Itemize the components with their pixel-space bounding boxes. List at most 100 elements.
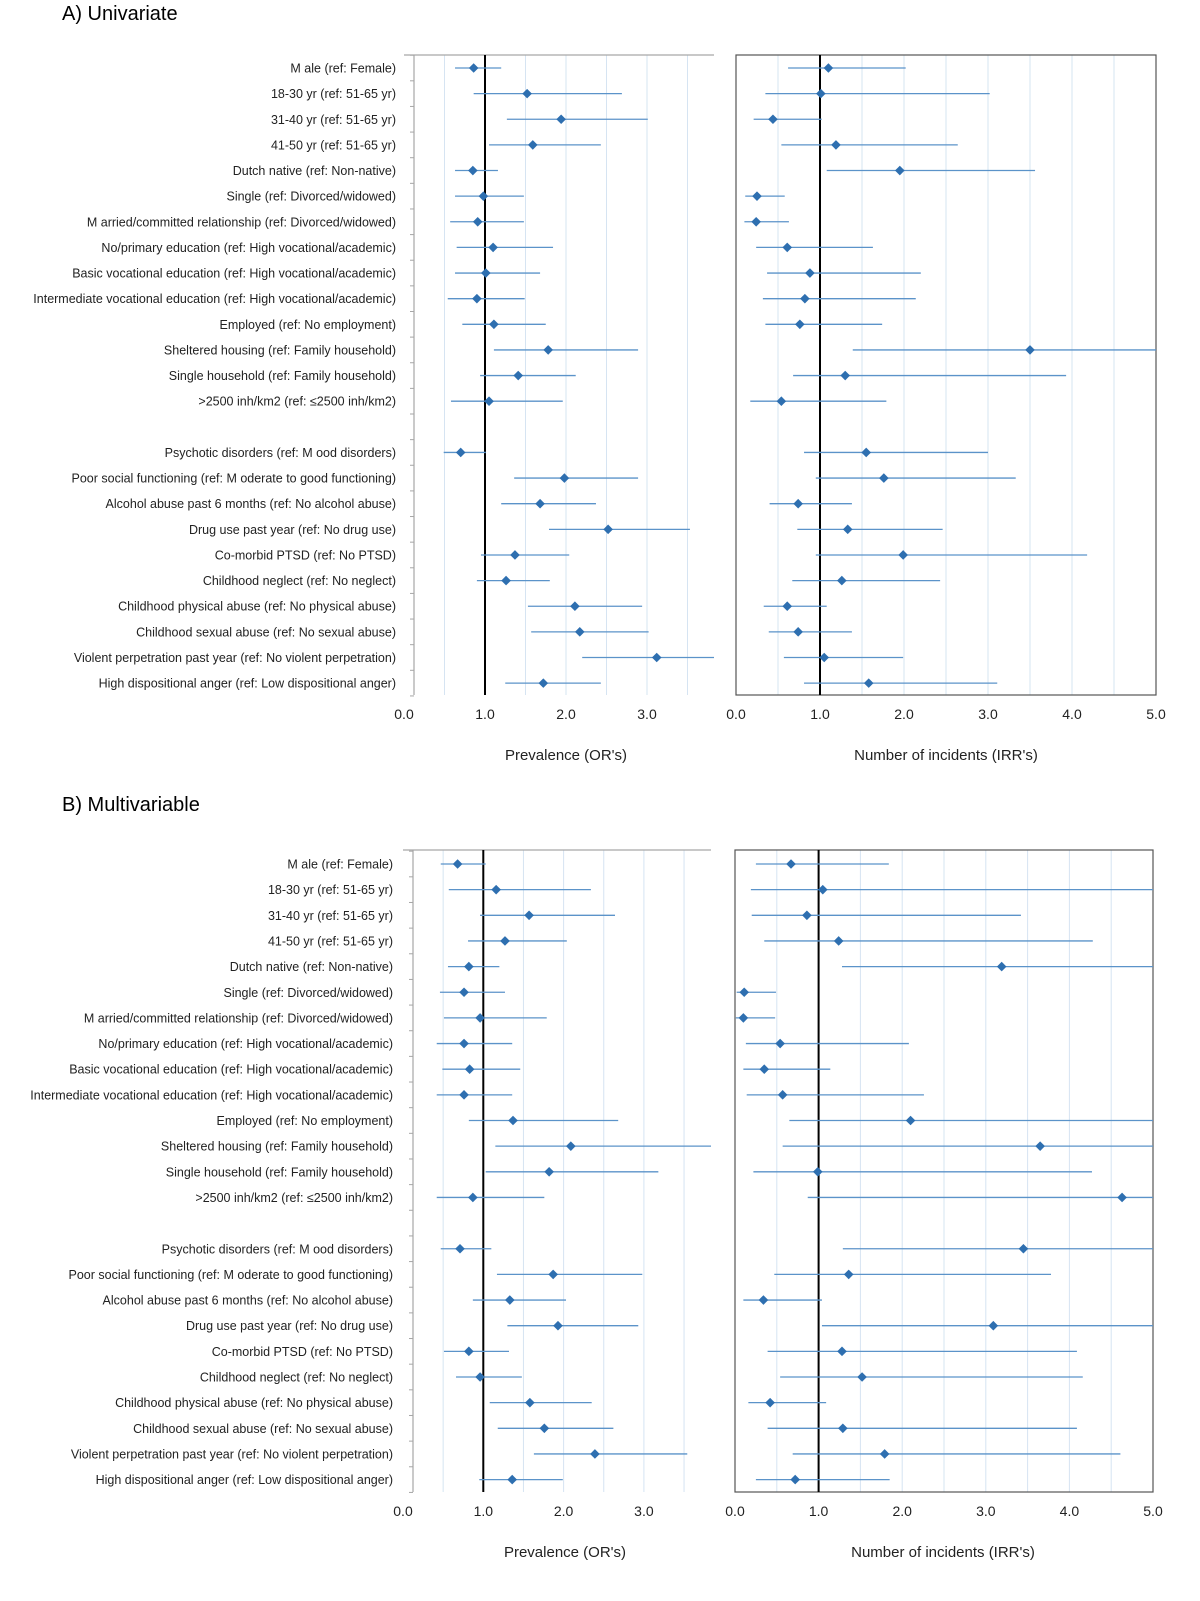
category-label: Basic vocational education (ref: High vo… (72, 267, 396, 281)
panel-multivariable: B) Multivariable M ale (ref: Female) 18-30… (30, 794, 1163, 1561)
panel-title: A) Univariate (62, 3, 178, 25)
estimate-marker (538, 678, 549, 688)
estimate-marker (455, 447, 466, 458)
estimate-marker (513, 370, 524, 381)
category-label: 18-30 yr (ref: 51-65 yr) (271, 87, 396, 101)
estimate-marker (500, 936, 510, 946)
estimate-marker (905, 1115, 916, 1126)
estimate-marker (812, 1167, 823, 1177)
estimate-marker (553, 1320, 563, 1331)
x-tick-label: 5.0 (1146, 706, 1166, 722)
estimate-marker (527, 140, 538, 150)
estimate-marker (603, 524, 613, 535)
estimate-marker (775, 1038, 785, 1049)
estimate-marker (475, 1372, 485, 1382)
estimate-marker (464, 961, 474, 972)
estimate-marker (459, 1090, 469, 1100)
x-tick-label: 5.0 (1143, 1503, 1163, 1519)
estimate-marker (777, 1090, 788, 1100)
estimate-marker (489, 319, 499, 330)
estimate-marker (898, 550, 908, 560)
estimate-marker (539, 1423, 550, 1434)
category-label: High dispositional anger (ref: Low dispo… (99, 677, 396, 691)
estimate-marker (548, 1269, 558, 1280)
category-label: 18-30 yr (ref: 51-65 yr) (268, 883, 393, 897)
estimate-marker (861, 447, 871, 458)
estimate-marker (816, 88, 826, 99)
estimate-marker (823, 63, 834, 73)
estimate-marker (455, 1243, 465, 1254)
estimate-marker (570, 601, 580, 612)
x-tick-label: 0.0 (393, 1503, 413, 1519)
estimate-marker (468, 63, 479, 73)
estimate-marker (738, 1013, 749, 1023)
estimate-marker (468, 1192, 478, 1203)
estimate-marker (795, 319, 805, 330)
category-label: M ale (ref: Female) (290, 62, 396, 76)
estimate-marker (758, 1295, 769, 1305)
incidents-irr-plot: 0.0 1.0 2.0 3.0 4.0 5.0 Number of incidents (I… (726, 54, 1166, 764)
x-axis-title: Prevalence (OR's) (504, 1544, 626, 1561)
category-label: No/primary education (ref: High vocation… (101, 241, 396, 255)
estimate-marker (879, 473, 889, 483)
estimate-marker (459, 987, 469, 998)
category-label: M arried/committed relationship (ref: Di… (84, 1011, 393, 1025)
estimate-marker (800, 293, 810, 304)
category-label: Single (ref: Divorced/widowed) (226, 190, 396, 204)
estimate-marker (793, 627, 803, 637)
category-label: >2500 inh/km2 (ref: ≤2500 inh/km2) (198, 395, 396, 409)
estimate-marker (472, 216, 483, 227)
estimate-marker (556, 114, 566, 125)
estimate-marker (782, 601, 793, 612)
x-tick-label: 1.0 (475, 706, 495, 722)
category-label: Employed (ref: No employment) (220, 318, 396, 332)
estimate-marker (786, 859, 796, 869)
x-tick-label: 3.0 (634, 1503, 654, 1519)
estimate-marker (765, 1397, 775, 1408)
category-label: Dutch native (ref: Non-native) (233, 164, 396, 178)
estimate-marker (544, 1167, 554, 1177)
estimate-marker (768, 114, 778, 125)
estimate-marker (879, 1449, 890, 1459)
category-label: Violent perpetration past year (ref: No … (74, 651, 396, 665)
category-label: No/primary education (ref: High vocation… (98, 1037, 393, 1051)
estimate-marker (481, 268, 491, 278)
estimate-marker (863, 678, 874, 688)
estimate-marker (838, 1423, 848, 1434)
estimate-marker (819, 652, 829, 663)
category-label: Poor social functioning (ref: M oderate … (72, 472, 397, 486)
estimate-marker (543, 345, 553, 355)
category-label: M ale (ref: Female) (287, 858, 393, 872)
estimate-marker (468, 165, 478, 176)
estimate-marker (484, 396, 494, 406)
estimate-marker (1117, 1192, 1127, 1203)
category-label: High dispositional anger (ref: Low dispo… (96, 1473, 393, 1487)
estimate-marker (843, 1269, 854, 1280)
category-label: Poor social functioning (ref: M oderate … (69, 1268, 394, 1282)
estimate-marker (776, 396, 787, 406)
estimate-marker (559, 473, 570, 483)
estimate-marker (996, 961, 1007, 972)
estimate-marker (651, 652, 662, 663)
prevalence-or-plot: 0.0 1.0 2.0 3.0 Prevalence (OR's) (394, 54, 714, 764)
category-label: 31-40 yr (ref: 51-65 yr) (268, 909, 393, 923)
category-label: >2500 inh/km2 (ref: ≤2500 inh/km2) (195, 1191, 393, 1205)
estimate-marker (833, 936, 844, 946)
category-label: Sheltered housing (ref: Family household… (164, 343, 396, 357)
estimate-marker (491, 884, 501, 895)
estimate-marker (524, 910, 534, 921)
category-label: Sheltered housing (ref: Family household… (161, 1140, 393, 1154)
x-tick-label: 3.0 (637, 706, 657, 722)
estimate-marker (1035, 1141, 1045, 1151)
estimate-marker (837, 1346, 847, 1357)
estimate-marker (782, 242, 793, 253)
category-label: Psychotic disorders (ref: M ood disorder… (162, 1242, 393, 1256)
category-label: Drug use past year (ref: No drug use) (186, 1319, 393, 1333)
estimate-marker (805, 268, 815, 278)
category-label: Childhood physical abuse (ref: No physic… (115, 1396, 393, 1410)
estimate-marker (837, 575, 847, 586)
category-label: Childhood neglect (ref: No neglect) (200, 1371, 393, 1385)
estimate-marker (478, 191, 489, 201)
estimate-marker (759, 1064, 770, 1074)
estimate-marker (1025, 345, 1035, 355)
